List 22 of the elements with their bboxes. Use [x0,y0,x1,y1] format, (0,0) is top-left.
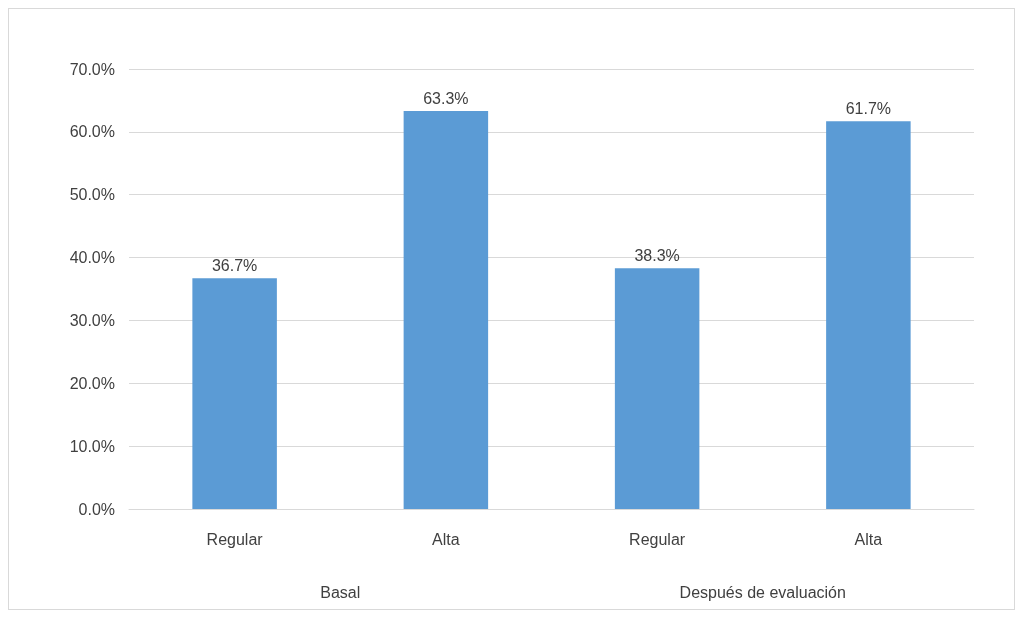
y-tick-label: 10.0% [69,437,115,455]
x-tick-label: Alta [854,530,883,548]
bar [403,111,489,509]
y-tick-label: 20.0% [69,374,115,392]
data-label: 63.3% [423,89,469,107]
y-tick-label: 50.0% [69,186,115,204]
y-tick-label: 0.0% [78,500,115,518]
text: Basal [320,583,361,601]
x-tick-label: Alta [432,530,460,548]
bar [192,278,277,509]
bar [826,121,911,509]
x-tick-label: Regular [206,530,264,548]
y-tick-label: 60.0% [69,123,115,141]
y-tick-label: 70.0% [69,60,115,78]
data-label: 38.3% [634,246,680,264]
data-label: 61.7% [845,99,892,117]
text: Después de evaluación [679,583,846,601]
y-tick-label: 40.0% [69,249,115,267]
x-tick-label: Regular [629,530,686,548]
data-label: 36.7% [211,256,258,274]
y-tick-label: 30.0% [69,311,115,329]
bar [614,268,700,509]
